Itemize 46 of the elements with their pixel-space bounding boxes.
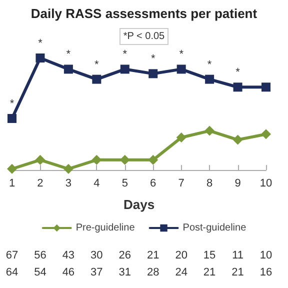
x-tick-label: 9 bbox=[234, 178, 241, 190]
x-tick-label: 1 bbox=[8, 178, 16, 190]
point bbox=[176, 64, 186, 74]
x-tick-label: 7 bbox=[178, 178, 184, 190]
point bbox=[92, 74, 102, 84]
annotation: * bbox=[122, 48, 128, 61]
annotation: * bbox=[150, 53, 156, 66]
point bbox=[120, 154, 130, 165]
point bbox=[63, 164, 74, 174]
legend-label: Post-guideline bbox=[182, 222, 247, 234]
point bbox=[8, 114, 16, 123]
point bbox=[232, 134, 243, 145]
text: 64 54 46 37 31 28 24 21 21 16 bbox=[6, 266, 272, 278]
point bbox=[204, 126, 215, 136]
point bbox=[262, 82, 270, 92]
point bbox=[120, 64, 130, 74]
annotation: * bbox=[38, 38, 44, 50]
x-tick-label: 4 bbox=[94, 178, 100, 190]
text: *P < 0.05 bbox=[123, 31, 166, 42]
point bbox=[205, 74, 214, 84]
annotation: * bbox=[94, 58, 100, 71]
point bbox=[148, 69, 158, 78]
point bbox=[36, 54, 45, 62]
x-tick-label: 8 bbox=[206, 178, 213, 190]
x-axis-title: Days bbox=[123, 197, 155, 212]
x-tick-label: 6 bbox=[150, 178, 156, 190]
point bbox=[92, 154, 102, 165]
point bbox=[148, 154, 158, 165]
annotation: * bbox=[207, 58, 212, 71]
point bbox=[233, 82, 242, 92]
annotation: * bbox=[10, 98, 15, 110]
legend-label: Pre-guideline bbox=[76, 222, 136, 234]
text: 67 56 43 30 26 21 20 15 11 10 bbox=[6, 250, 272, 262]
x-tick-label: 3 bbox=[65, 178, 72, 190]
point bbox=[64, 64, 73, 74]
x-tick-label: 10 bbox=[260, 178, 272, 190]
chart-title: Daily RASS assessments per patient bbox=[30, 6, 258, 21]
x-tick-label: 2 bbox=[37, 178, 44, 190]
annotation: * bbox=[66, 48, 72, 61]
point bbox=[35, 154, 46, 165]
point bbox=[7, 164, 17, 174]
point bbox=[261, 129, 271, 140]
annotation: * bbox=[236, 66, 241, 79]
x-tick-label: 5 bbox=[122, 178, 128, 190]
point bbox=[176, 132, 186, 143]
annotation: * bbox=[179, 48, 184, 61]
